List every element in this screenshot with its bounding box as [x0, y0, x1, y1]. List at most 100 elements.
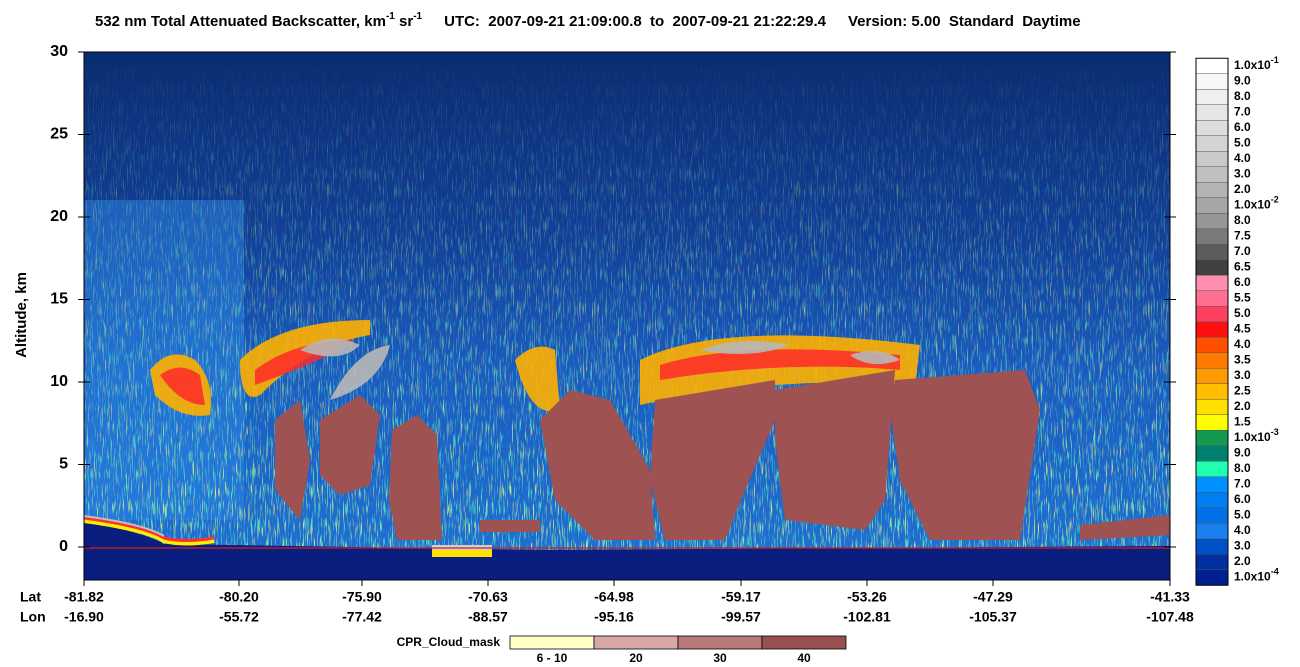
colorbar-swatch — [1195, 523, 1229, 539]
title-text: 532 nm Total Attenuated Backscatter, km — [95, 13, 386, 30]
colorbar-frame — [1195, 57, 1229, 586]
colorbar-label: 2.0 — [1234, 554, 1251, 568]
y-tick-label: 0 — [59, 538, 68, 555]
colorbar-label-exp: -2 — [1271, 195, 1279, 205]
colorbar-swatch — [1195, 368, 1229, 384]
lon-label: -16.90 — [64, 609, 104, 625]
colorbar-label: 4.0 — [1234, 151, 1251, 165]
colorbar-swatch — [1195, 89, 1229, 105]
lon-label: -88.57 — [468, 609, 508, 625]
lon-label: -77.42 — [342, 609, 382, 625]
lon-label: -95.16 — [594, 609, 634, 625]
colorbar-label: 4.0 — [1234, 337, 1251, 351]
colorbar-label: 9.0 — [1234, 74, 1251, 88]
colorbar-label: 5.0 — [1234, 306, 1251, 320]
lat-label: -81.82 — [64, 589, 104, 605]
lat-label: -75.90 — [342, 589, 382, 605]
colorbar-label: 2.5 — [1234, 384, 1251, 398]
colorbar-swatch — [1195, 476, 1229, 493]
lat-label: -47.29 — [973, 589, 1013, 605]
y-tick-label: 20 — [50, 208, 68, 225]
colorbar-label: 7.5 — [1234, 229, 1251, 243]
cloud-mask-label: 6 - 10 — [537, 651, 568, 665]
colorbar-label: 7.0 — [1234, 244, 1251, 258]
colorbar-swatch — [1195, 461, 1229, 477]
cloud-mask-label: 30 — [713, 651, 727, 665]
lon-label: -99.57 — [721, 609, 761, 625]
colorbar-swatch — [1195, 58, 1229, 74]
colorbar-swatch — [1195, 213, 1229, 229]
cloud-mask-label: 40 — [797, 651, 811, 665]
backscatter-image — [84, 52, 1170, 580]
colorbar-label-base: 1.0x10 — [1234, 198, 1271, 212]
colorbar-label: 1.0x10-3 — [1234, 427, 1279, 444]
colorbar-swatch — [1195, 352, 1229, 369]
cloud-mask-swatch — [593, 635, 679, 650]
colorbar-label-base: 1.0x10 — [1234, 58, 1271, 72]
cloud-mask-label: 20 — [629, 651, 643, 665]
colorbar-label: 6.0 — [1234, 275, 1251, 289]
colorbar-label-base: 1.0x10 — [1234, 570, 1271, 584]
lat-label: -53.26 — [847, 589, 887, 605]
colorbar-label: 2.0 — [1234, 399, 1251, 413]
plot-frame — [83, 51, 1171, 581]
lat-label: -80.20 — [219, 589, 259, 605]
colorbar-swatch — [1195, 244, 1229, 260]
colorbar-label: 4.5 — [1234, 322, 1251, 336]
y-tick-label: 25 — [50, 126, 68, 143]
colorbar-swatch — [1195, 337, 1229, 353]
colorbar-label-exp: -4 — [1271, 567, 1279, 577]
colorbar-label: 6.0 — [1234, 120, 1251, 134]
colorbar-label: 3.0 — [1234, 167, 1251, 181]
colorbar-label: 9.0 — [1234, 446, 1251, 460]
colorbar-label-base: 1.0x10 — [1234, 430, 1271, 444]
colorbar-swatch — [1195, 383, 1229, 400]
colorbar-swatch — [1195, 538, 1229, 555]
title-exp: -1 — [386, 11, 395, 22]
colorbar-label: 3.0 — [1234, 368, 1251, 382]
colorbar-swatch — [1195, 321, 1229, 338]
colorbar-swatch — [1195, 414, 1229, 431]
colorbar-label: 7.0 — [1234, 105, 1251, 119]
colorbar-label: 8.0 — [1234, 461, 1251, 475]
colorbar-swatch — [1195, 492, 1229, 508]
colorbar-label: 5.0 — [1234, 508, 1251, 522]
colorbar-label: 7.0 — [1234, 477, 1251, 491]
lat-label: -41.33 — [1150, 589, 1190, 605]
title-exp: -1 — [413, 11, 422, 22]
colorbar-label: 6.5 — [1234, 260, 1251, 274]
title-utc: UTC: 2007-09-21 21:09:00.8 to 2007-09-21… — [444, 13, 827, 30]
lon-label: -55.72 — [219, 609, 259, 625]
cloud-mask-title: CPR_Cloud_mask — [397, 635, 501, 649]
title-text: sr — [395, 13, 414, 30]
colorbar-label: 4.0 — [1234, 523, 1251, 537]
lon-label: -107.48 — [1146, 609, 1194, 625]
colorbar-label: 5.0 — [1234, 136, 1251, 150]
y-tick-label: 10 — [50, 373, 68, 390]
colorbar-label-exp: -3 — [1271, 427, 1279, 437]
colorbar-label: 3.0 — [1234, 539, 1251, 553]
cloud-mask-swatch — [761, 635, 847, 650]
colorbar-swatch — [1195, 135, 1229, 152]
colorbar-swatch — [1195, 554, 1229, 570]
colorbar-swatch — [1195, 569, 1229, 586]
colorbar-swatch — [1195, 259, 1229, 276]
colorbar-swatch — [1195, 445, 1229, 462]
cloud-mask-swatch — [509, 635, 595, 650]
colorbar-swatch — [1195, 290, 1229, 307]
colorbar-label: 1.0x10-1 — [1234, 55, 1279, 72]
colorbar-label: 1.0x10-2 — [1234, 195, 1279, 212]
colorbar-swatch — [1195, 151, 1229, 167]
y-tick-label: 5 — [59, 456, 68, 473]
lat-row-label: Lat — [20, 589, 41, 605]
colorbar-swatch — [1195, 197, 1229, 214]
colorbar-swatch — [1195, 430, 1229, 446]
colorbar-label: 1.0x10-4 — [1234, 567, 1279, 584]
colorbar-swatch — [1195, 399, 1229, 415]
y-tick-label: 30 — [50, 43, 68, 60]
y-tick-label: 15 — [50, 291, 68, 308]
colorbar-swatch — [1195, 120, 1229, 136]
colorbar-label-exp: -1 — [1271, 55, 1279, 65]
